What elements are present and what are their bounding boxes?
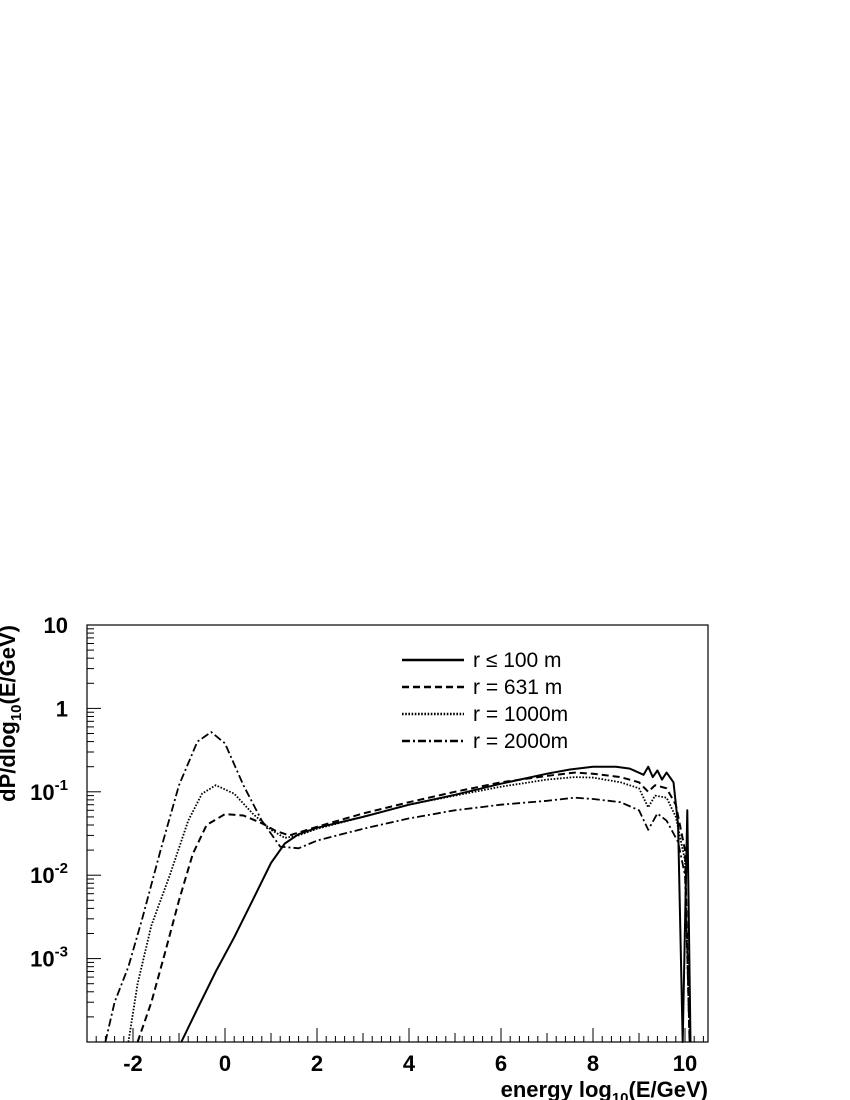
x-tick-labels: -2 0 2 4 6 8 10 (123, 1051, 697, 1076)
series-lines (104, 731, 692, 1043)
y-tick-label-base: 10 (30, 780, 54, 805)
x-ticks (86, 1028, 704, 1042)
legend-label: r = 1000m (473, 703, 568, 726)
y-axis-title: dP/dlog10(E/GeV) (0, 625, 25, 802)
x-tick-label: 2 (311, 1051, 323, 1076)
legend-label: r = 631 m (473, 676, 562, 699)
x-tick-label: 4 (403, 1051, 416, 1076)
plot-frame (86, 624, 709, 1043)
x-axis-title-main: energy log (501, 1077, 612, 1100)
x-axis-title: energy log10(E/GeV) (501, 1077, 708, 1100)
y-tick-label: 10-3 (30, 944, 68, 972)
y-axis-title-main: dP/dlog (0, 721, 20, 802)
y-minor-ticks (87, 624, 101, 1043)
y-axis-title-sub: 10 (8, 704, 25, 721)
y-tick-label: 10 (44, 613, 68, 638)
y-tick-label-exponent: -3 (55, 944, 68, 961)
legend-label: r = 2000m (473, 730, 568, 753)
x-tick-label: 8 (587, 1051, 599, 1076)
y-tick-label-base: 10 (30, 863, 54, 888)
y-tick-label-base: 10 (30, 947, 54, 972)
y-tick-label-base: 1 (56, 696, 68, 721)
legend-label: r ≤ 100 m (473, 649, 562, 672)
y-tick-label: 10-2 (30, 860, 68, 888)
legend: r ≤ 100 m r = 631 m r = 1000m r = 2000m (402, 649, 568, 753)
y-tick-label: 10-1 (30, 777, 68, 805)
x-tick-label: -2 (123, 1051, 143, 1076)
y-axis-title-tail: (E/GeV) (0, 625, 20, 704)
x-tick-label: 0 (219, 1051, 231, 1076)
x-axis-title-sub: 10 (612, 1090, 629, 1100)
x-tick-label: 6 (495, 1051, 507, 1076)
x-axis-title-tail: (E/GeV) (629, 1077, 708, 1100)
y-tick-label: 1 (56, 696, 68, 721)
series-line-3 (127, 776, 691, 1043)
x-tick-label: 10 (673, 1051, 697, 1076)
y-tick-label-exponent: -2 (55, 860, 68, 877)
series-line-2 (136, 771, 691, 1043)
series-line-1 (180, 765, 692, 1043)
y-tick-label-exponent: -1 (55, 777, 68, 794)
series-line-4 (104, 731, 691, 1043)
y-tick-label-base: 10 (44, 613, 68, 638)
